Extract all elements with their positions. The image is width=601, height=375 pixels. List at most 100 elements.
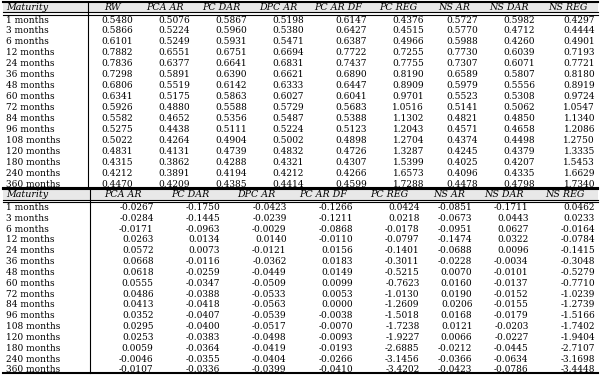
Text: -0.0418: -0.0418: [186, 300, 220, 309]
Text: RW: RW: [104, 3, 121, 12]
Text: 0.6831: 0.6831: [272, 59, 304, 68]
Text: 0.4025: 0.4025: [447, 158, 478, 167]
Text: 0.5582: 0.5582: [101, 114, 133, 123]
Text: 0.3891: 0.3891: [159, 169, 190, 178]
Text: -0.0355: -0.0355: [185, 355, 220, 364]
Text: 0.0555: 0.0555: [121, 279, 154, 288]
Text: 0.5556: 0.5556: [503, 81, 535, 90]
Text: 1.7288: 1.7288: [392, 180, 424, 189]
Text: 0.5487: 0.5487: [272, 114, 304, 123]
Text: 0.5380: 0.5380: [272, 27, 304, 36]
Text: 0.0134: 0.0134: [189, 236, 220, 244]
Text: 0.7721: 0.7721: [564, 59, 595, 68]
Text: 1.6629: 1.6629: [564, 169, 595, 178]
Text: 0.0096: 0.0096: [497, 246, 528, 255]
Text: 0.0066: 0.0066: [441, 333, 472, 342]
Text: -1.7238: -1.7238: [385, 322, 419, 331]
Text: -0.0203: -0.0203: [494, 322, 528, 331]
Text: 84 months: 84 months: [6, 300, 55, 309]
Text: -0.1711: -0.1711: [494, 203, 528, 212]
Text: 0.7193: 0.7193: [564, 48, 595, 57]
Text: 0.6551: 0.6551: [158, 48, 190, 57]
Text: -0.0116: -0.0116: [186, 257, 220, 266]
Text: 0.0053: 0.0053: [322, 290, 353, 298]
Text: 0.7882: 0.7882: [102, 48, 133, 57]
Text: 0.0627: 0.0627: [497, 225, 528, 234]
Text: -3.4448: -3.4448: [561, 365, 595, 374]
Text: 0.4131: 0.4131: [159, 147, 190, 156]
Text: 0.6377: 0.6377: [159, 59, 190, 68]
Text: 48 months: 48 months: [6, 81, 55, 90]
Text: 0.6806: 0.6806: [102, 81, 133, 90]
Text: 0.5683: 0.5683: [335, 103, 367, 112]
Text: 0.5308: 0.5308: [503, 92, 535, 101]
Text: PC REG: PC REG: [379, 3, 418, 12]
Text: 0.4096: 0.4096: [447, 169, 478, 178]
Text: 0.0121: 0.0121: [441, 322, 472, 331]
Text: -0.0364: -0.0364: [186, 344, 220, 353]
Text: 0.0000: 0.0000: [322, 300, 353, 309]
Text: 0.8180: 0.8180: [563, 70, 595, 79]
Text: -0.0110: -0.0110: [319, 236, 353, 244]
Text: 0.6147: 0.6147: [335, 15, 367, 24]
Text: 72 months: 72 months: [6, 290, 55, 298]
Text: 0.3862: 0.3862: [159, 158, 190, 167]
Text: -3.4202: -3.4202: [385, 365, 419, 374]
Text: 360 months: 360 months: [6, 180, 60, 189]
Text: -0.0851: -0.0851: [438, 203, 472, 212]
Text: 120 months: 120 months: [6, 147, 60, 156]
Text: 0.4209: 0.4209: [159, 180, 190, 189]
Text: 0.0618: 0.0618: [122, 268, 154, 277]
Text: DPC AR: DPC AR: [259, 3, 297, 12]
Text: -1.0130: -1.0130: [385, 290, 419, 298]
Text: 0.5863: 0.5863: [215, 92, 247, 101]
Text: -1.5018: -1.5018: [385, 311, 419, 320]
Text: 0.4798: 0.4798: [503, 180, 535, 189]
Text: 0.5224: 0.5224: [159, 27, 190, 36]
Text: -0.0423: -0.0423: [252, 203, 287, 212]
Text: -0.0400: -0.0400: [186, 322, 220, 331]
Text: 0.4288: 0.4288: [215, 158, 247, 167]
Text: -2.6885: -2.6885: [385, 344, 419, 353]
Text: 0.4245: 0.4245: [447, 147, 478, 156]
Text: -0.0963: -0.0963: [186, 225, 220, 234]
Text: 0.0295: 0.0295: [122, 322, 154, 331]
Text: 0.5175: 0.5175: [158, 92, 190, 101]
Text: 0.6071: 0.6071: [503, 59, 535, 68]
Text: 0.6341: 0.6341: [102, 92, 133, 101]
Text: 0.0070: 0.0070: [441, 268, 472, 277]
Text: -0.0171: -0.0171: [119, 225, 154, 234]
Text: 0.6039: 0.6039: [504, 48, 535, 57]
Text: 0.4966: 0.4966: [392, 38, 424, 46]
Text: 0.4264: 0.4264: [159, 136, 190, 145]
Text: 0.7836: 0.7836: [102, 59, 133, 68]
Text: 0.4414: 0.4414: [272, 180, 304, 189]
Text: 0.6589: 0.6589: [446, 70, 478, 79]
Text: 0.5866: 0.5866: [101, 27, 133, 36]
Text: -0.0239: -0.0239: [252, 214, 287, 223]
Text: 0.4444: 0.4444: [563, 27, 595, 36]
Text: 0.6751: 0.6751: [215, 48, 247, 57]
Text: -0.0155: -0.0155: [493, 300, 528, 309]
Text: -0.0336: -0.0336: [186, 365, 220, 374]
Text: 0.9701: 0.9701: [392, 92, 424, 101]
Text: -0.1445: -0.1445: [185, 214, 220, 223]
Text: 0.6447: 0.6447: [335, 81, 367, 90]
Text: -0.0868: -0.0868: [319, 225, 353, 234]
Text: 1.1340: 1.1340: [564, 114, 595, 123]
Text: 0.5388: 0.5388: [335, 114, 367, 123]
Text: -1.2609: -1.2609: [385, 300, 419, 309]
Text: 0.0099: 0.0099: [322, 279, 353, 288]
Text: -0.0107: -0.0107: [119, 365, 154, 374]
Text: -1.2739: -1.2739: [561, 300, 595, 309]
Text: -0.5279: -0.5279: [560, 268, 595, 277]
Text: 0.5480: 0.5480: [101, 15, 133, 24]
Text: 36 months: 36 months: [6, 70, 55, 79]
Bar: [3, 2, 598, 12]
Text: 0.7437: 0.7437: [335, 59, 367, 68]
Text: 0.4376: 0.4376: [392, 15, 424, 24]
Text: 0.0149: 0.0149: [322, 268, 353, 277]
Text: 0.6427: 0.6427: [335, 27, 367, 36]
Text: 3 months: 3 months: [6, 214, 49, 223]
Text: 0.0190: 0.0190: [441, 290, 472, 298]
